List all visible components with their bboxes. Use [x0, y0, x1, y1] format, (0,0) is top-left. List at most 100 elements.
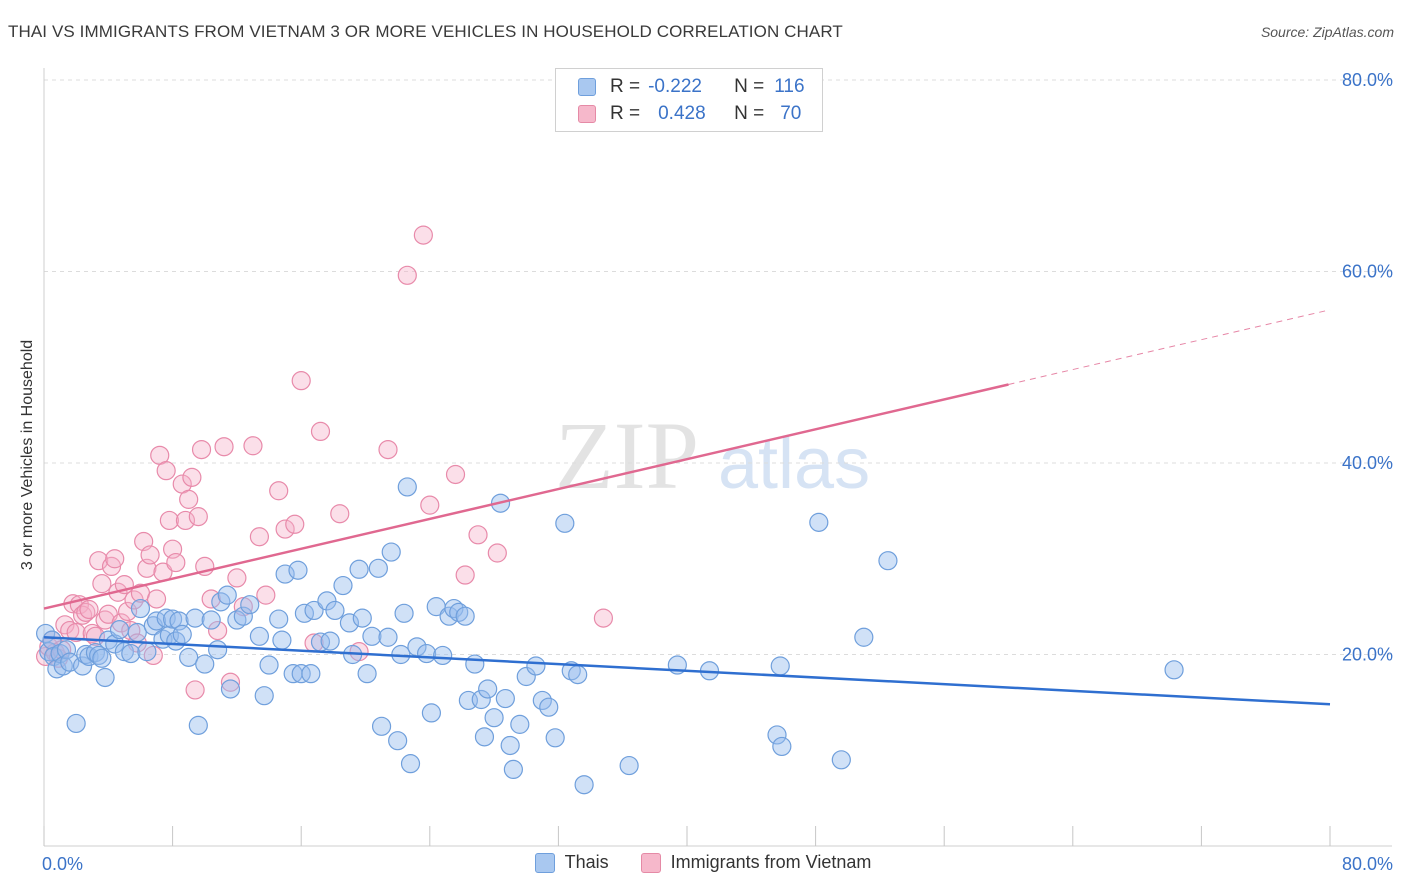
watermark-zip: ZIP: [555, 402, 699, 509]
vietnam-point: [82, 623, 102, 644]
x-tick-label: 80.0%: [1342, 854, 1393, 874]
watermark-atlas: atlas: [718, 424, 870, 504]
thais-point: [208, 640, 228, 660]
thais-point: [368, 558, 388, 578]
thais-point: [66, 713, 86, 734]
vietnam-point: [285, 514, 305, 534]
n-value: 116: [774, 76, 805, 97]
vietnam-point: [275, 519, 295, 539]
vietnam-point: [66, 622, 86, 643]
legend-row-thais: R = -0.222 N = 116: [578, 75, 805, 99]
thais-point: [349, 559, 369, 579]
vietnam-point: [214, 437, 234, 457]
thais-point: [772, 736, 792, 757]
n-value: 70: [780, 103, 802, 124]
vietnam-trend-line: [43, 383, 1009, 610]
thais-point: [831, 750, 851, 770]
thais-point: [130, 598, 151, 619]
thais-point: [400, 754, 421, 774]
thais-trend-line: [43, 636, 1331, 706]
watermark: ZIP atlas: [555, 402, 870, 509]
thais-point: [317, 591, 337, 611]
legend-item-thais[interactable]: Thais: [534, 852, 609, 873]
thais-point: [249, 626, 270, 646]
thais-point: [195, 654, 215, 674]
thais-point: [421, 703, 442, 723]
thais-point: [545, 728, 565, 748]
thais-point: [555, 513, 575, 533]
legend-item-vietnam[interactable]: Immigrants from Vietnam: [640, 852, 872, 873]
vietnam-point: [188, 507, 208, 527]
thais-point: [433, 645, 453, 666]
thais-point: [539, 697, 559, 717]
thais-point: [878, 551, 898, 571]
x-tick-label: 0.0%: [42, 854, 83, 874]
thais-point: [1164, 660, 1184, 680]
thais-point: [254, 686, 274, 706]
vietnam-point: [445, 464, 466, 485]
thais-point: [301, 664, 321, 684]
vietnam-point: [95, 610, 115, 630]
thais-point: [109, 620, 130, 640]
series-vietnam-points: [36, 225, 614, 700]
source-label: Source: ZipAtlas.com: [1260, 24, 1394, 40]
thais-point: [809, 512, 829, 532]
r-label: R =: [610, 76, 641, 97]
y-tick-label: 20.0%: [1342, 645, 1393, 665]
thais-point: [388, 731, 408, 751]
chart-title: THAI VS IMMIGRANTS FROM VIETNAM 3 OR MOR…: [8, 22, 843, 41]
legend-swatch-thais: [578, 78, 596, 96]
vietnam-point: [487, 543, 507, 563]
thais-point: [233, 606, 253, 626]
thais-point: [770, 656, 790, 676]
thais-point: [325, 600, 345, 621]
thais-point: [72, 656, 93, 676]
grid: [44, 79, 1392, 655]
series-legend: Thais Immigrants from Vietnam: [0, 852, 1406, 873]
thais-point: [854, 627, 874, 647]
series-thais-points: [36, 477, 1184, 795]
vietnam-point: [79, 599, 99, 620]
stats-legend: R = -0.222 N = 116 R = 0.428 N = 70: [555, 68, 823, 132]
thais-point: [568, 665, 588, 685]
thais-point: [304, 600, 324, 621]
thais-point: [500, 735, 520, 756]
vietnam-point: [111, 613, 131, 633]
tick-labels: 20.0% 40.0% 60.0% 80.0% 0.0% 80.0%: [42, 70, 1393, 874]
vietnam-point: [269, 481, 289, 501]
thais-point: [60, 652, 80, 672]
thais-point: [397, 477, 417, 497]
vietnam-point: [413, 225, 433, 245]
thais-point: [333, 575, 353, 596]
vietnam-point: [76, 602, 96, 622]
thais-point: [510, 714, 530, 734]
thais-point: [121, 643, 141, 664]
thais-point: [291, 664, 311, 684]
thais-point: [516, 666, 536, 687]
vietnam-point: [420, 495, 440, 515]
vietnam-point: [105, 549, 125, 569]
thais-point: [127, 622, 147, 643]
thais-point: [357, 664, 377, 684]
thais-point: [92, 648, 112, 668]
thais-point: [240, 595, 260, 615]
vietnam-trend-extension: [1008, 309, 1331, 385]
vietnam-point: [310, 421, 331, 442]
thais-point: [619, 755, 639, 776]
vietnam-point: [156, 461, 176, 481]
thais-point: [352, 608, 372, 628]
thais-point: [288, 560, 308, 580]
vietnam-point: [256, 585, 276, 605]
r-value: 0.428: [658, 103, 706, 124]
thais-point: [188, 715, 208, 735]
thais-point: [275, 564, 295, 584]
thais-point: [95, 667, 115, 688]
thais-point: [179, 647, 199, 667]
thais-point: [526, 656, 546, 676]
thais-point: [217, 585, 237, 605]
vietnam-point: [166, 552, 186, 573]
legend-label-vietnam: Immigrants from Vietnam: [670, 852, 872, 872]
vietnam-point: [227, 568, 247, 588]
vietnam-point: [249, 527, 270, 547]
